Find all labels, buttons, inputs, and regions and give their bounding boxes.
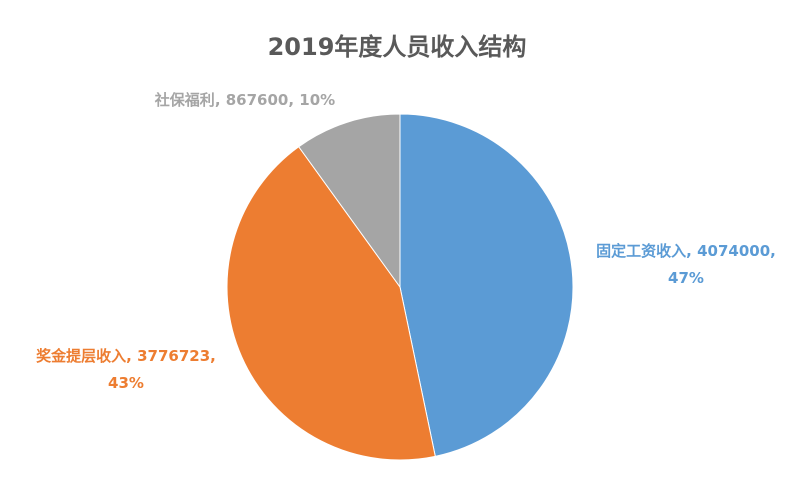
- label-separator: ,: [686, 242, 697, 260]
- pie-slice: [399, 113, 574, 457]
- data-label: 43%: [108, 374, 144, 392]
- data-label: 固定工资收入, 4074000,: [596, 242, 776, 260]
- data-label: 47%: [668, 269, 704, 287]
- label-value: 3776723: [137, 347, 210, 365]
- label-separator: ,: [770, 242, 776, 260]
- label-separator: ,: [210, 347, 216, 365]
- label-value: 4074000: [697, 242, 770, 260]
- label-percent: 47%: [668, 269, 704, 287]
- label-percent: 43%: [108, 374, 144, 392]
- label-separator: ,: [288, 91, 299, 109]
- label-category: 固定工资收入: [596, 242, 686, 260]
- data-label: 社保福利, 867600, 10%: [154, 91, 335, 109]
- pie: [226, 113, 574, 461]
- label-value: 867600: [226, 91, 289, 109]
- data-label: 奖金提层收入, 3776723,: [36, 347, 216, 365]
- label-percent: 10%: [299, 91, 335, 109]
- label-separator: ,: [215, 91, 226, 109]
- label-category: 奖金提层收入: [36, 347, 126, 365]
- chart-title: 2019年度人员收入结构: [268, 33, 527, 61]
- pie-slice: [226, 146, 436, 461]
- pie-slice: [298, 113, 401, 289]
- label-category: 社保福利: [154, 91, 215, 109]
- label-separator: ,: [126, 347, 137, 365]
